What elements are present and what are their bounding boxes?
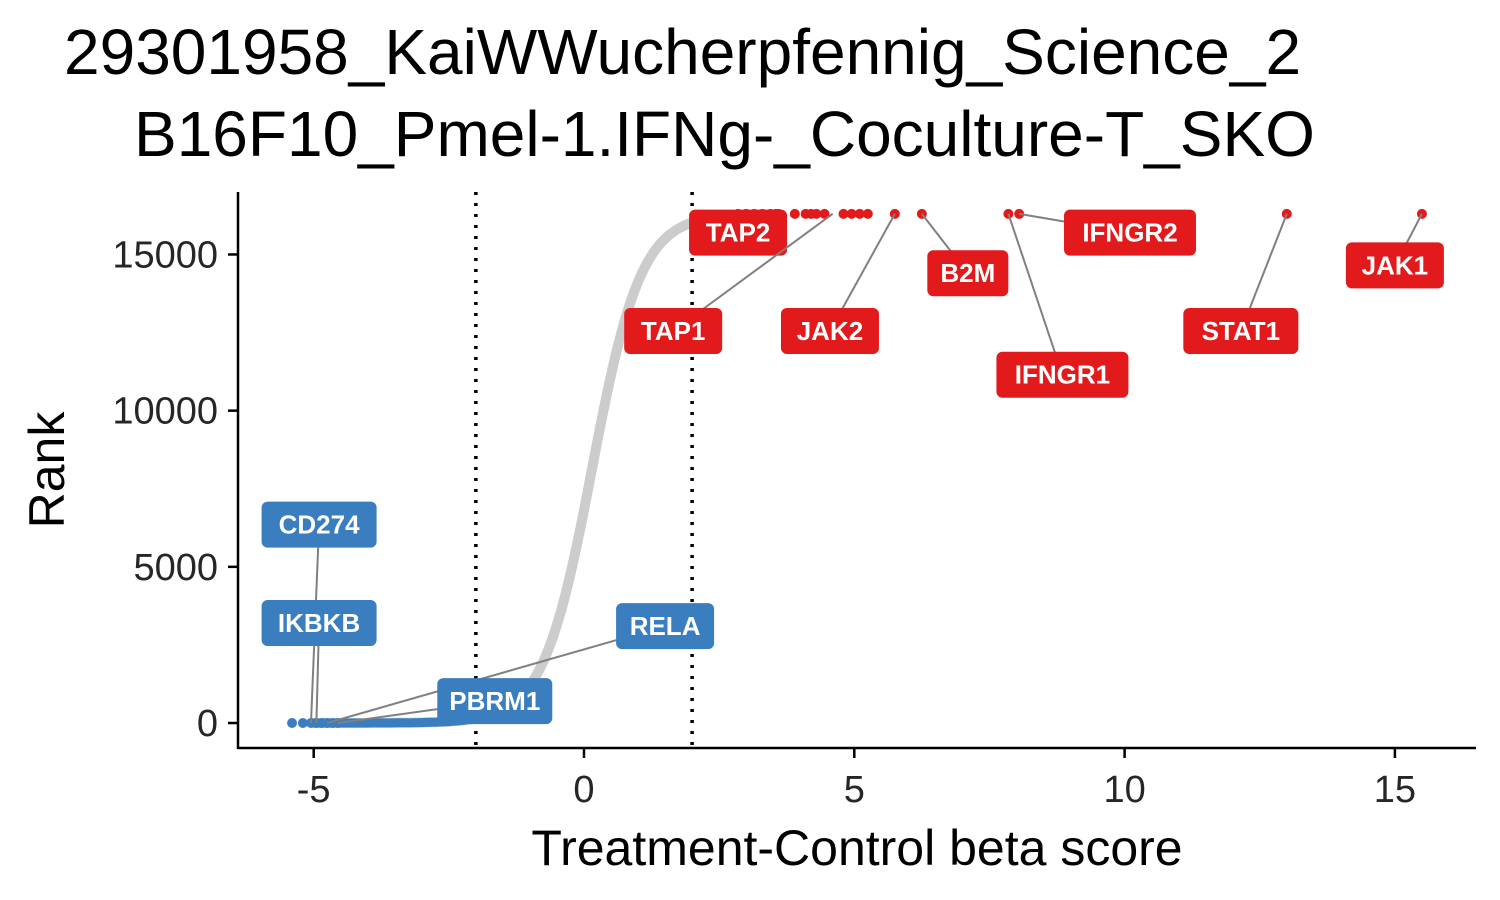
y-tick-label-3: 10000 [112, 391, 218, 433]
label-text: TAP2 [706, 218, 771, 248]
positive-point-16 [862, 208, 873, 219]
x-tick-label-1: -5 [297, 769, 331, 811]
point-label-b2m: B2M [921, 213, 1009, 297]
chart-title-line-1: 29301958_KaiWWucherpfennig_Science_2 [64, 16, 1301, 88]
chart-title-line-2: B16F10_Pmel-1.IFNg-_Coculture-T_SKO [134, 98, 1315, 170]
point-label-ikbkb: IKBKB [261, 600, 377, 724]
label-box [1183, 308, 1299, 354]
label-box [616, 603, 715, 650]
label-text: CD274 [279, 510, 360, 540]
label-text: IFNGR1 [1015, 360, 1110, 390]
point-label-tap2: TAP2 [689, 209, 788, 256]
positive-point-15 [854, 208, 865, 219]
label-text: TAP1 [641, 316, 706, 346]
positive-point-12 [819, 208, 830, 219]
point-label-ifngr1: IFNGR1 [996, 213, 1129, 398]
y-tick-label-1: 0 [197, 703, 218, 745]
label-box [261, 501, 377, 548]
leader-line [326, 625, 666, 724]
label-box [1345, 242, 1444, 289]
y-tick-label-4: 15000 [112, 234, 218, 276]
negative-point-2 [297, 718, 308, 729]
point-label-tap1: TAP1 [624, 213, 834, 354]
y-axis-title: Rank [19, 411, 75, 529]
negative-point-1 [287, 718, 298, 729]
x-tick-label-5: 15 [1374, 769, 1416, 811]
point-label-jak2: JAK2 [780, 213, 896, 354]
axis-ticks: -5 0 5 10 15 0 5000 10000 15000 [112, 234, 1416, 811]
positive-point-14 [846, 208, 857, 219]
label-box [780, 308, 879, 354]
label-box [624, 308, 723, 354]
x-tick-label-3: 5 [844, 769, 865, 811]
label-text: B2M [940, 258, 995, 288]
point-label-jak1: JAK1 [1345, 213, 1444, 289]
label-box [261, 600, 377, 647]
point-label-pbrm1: PBRM1 [337, 678, 553, 725]
point-label-rela: RELA [326, 603, 715, 724]
label-text: PBRM1 [449, 686, 540, 716]
label-text: IFNGR2 [1082, 218, 1177, 248]
label-text: IKBKB [278, 608, 360, 638]
label-box [689, 209, 788, 256]
positive-point-11 [811, 208, 822, 219]
label-text: RELA [630, 611, 701, 641]
x-axis-title: Treatment-Control beta score [531, 820, 1182, 876]
positive-point-20 [1014, 208, 1025, 219]
label-text: JAK1 [1362, 250, 1428, 280]
label-box [437, 678, 553, 725]
point-label-ifngr2: IFNGR2 [1019, 209, 1197, 256]
plot-area: TAP2 TAP1 JAK2 B2M IFNGR1 IFNGR2 STAT1 JAK1 CD27… [261, 192, 1444, 748]
y-tick-label-2: 5000 [133, 547, 218, 589]
label-box [996, 351, 1129, 398]
positive-point-8 [789, 208, 800, 219]
label-box [927, 250, 1009, 297]
point-label-cd274: CD274 [261, 501, 377, 724]
x-tick-label-2: 0 [573, 769, 594, 811]
label-text: STAT1 [1202, 316, 1280, 346]
leader-line [1007, 213, 1064, 376]
x-tick-label-4: 10 [1103, 769, 1145, 811]
label-text: JAK2 [797, 316, 863, 346]
label-box [1064, 209, 1197, 256]
point-label-stat1: STAT1 [1183, 213, 1299, 354]
positive-point-13 [838, 208, 849, 219]
